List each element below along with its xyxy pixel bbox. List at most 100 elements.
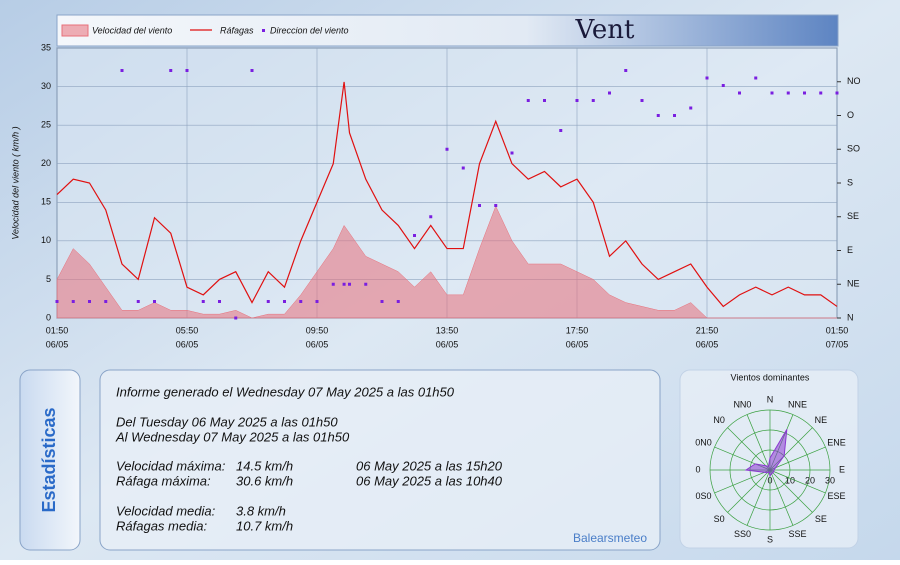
direction-point: [413, 234, 416, 237]
direction-point: [656, 114, 660, 117]
y-tick-label: 35: [41, 42, 51, 52]
y-tick-label: 15: [41, 197, 51, 207]
y-tick-label: 5: [46, 274, 51, 284]
stats-cell: Velocidad media:: [116, 503, 216, 518]
rose-category: NNE: [788, 400, 807, 410]
stats-cell: Velocidad máxima:: [116, 458, 226, 473]
direction-point: [250, 69, 254, 72]
legend-swatch: [262, 29, 265, 32]
y-tick-label: 10: [41, 235, 51, 245]
y-tick-label: 25: [41, 120, 51, 130]
direction-point: [673, 114, 676, 117]
direction-point: [55, 300, 59, 303]
direction-point: [445, 147, 449, 151]
direction-point: [342, 282, 346, 286]
x-tick-label: 01:50: [46, 325, 69, 335]
rose-category: N0: [713, 415, 725, 425]
direction-point: [705, 76, 709, 80]
direction-point: [429, 215, 433, 219]
legend-label: Velocidad del viento: [92, 25, 172, 35]
rose-category: S0: [714, 514, 725, 524]
stats-cell: Ráfagas media:: [116, 518, 207, 533]
direction-point: [721, 84, 725, 87]
stats-cell: 14.5 km/h: [236, 458, 293, 473]
rose-category: NE: [815, 415, 828, 425]
logo: Vent: [575, 15, 636, 45]
direction-point: [559, 129, 563, 132]
y-tick-label: 0: [46, 312, 51, 322]
rose-spoke: [769, 446, 826, 471]
y2-tick-label: N: [847, 312, 854, 322]
rose-spoke: [746, 414, 771, 471]
legend-label: Direccion del viento: [270, 25, 349, 35]
direction-point: [478, 204, 481, 207]
direction-point: [299, 300, 303, 303]
direction-point: [738, 91, 741, 95]
direction-point: [71, 300, 75, 303]
stats-from: Del Tuesday 06 May 2025 a las 01h50: [116, 414, 338, 429]
x-tick-label: 05:50: [176, 325, 199, 335]
rose-category: 0S0: [695, 491, 711, 501]
direction-point: [185, 69, 189, 72]
direction-point: [120, 69, 124, 72]
stats-generated: Informe generado el Wednesday 07 May 202…: [116, 384, 455, 399]
x-tick-label: 06/05: [46, 339, 69, 349]
y2-tick-label: S: [847, 177, 853, 187]
x-tick-label: 13:50: [436, 325, 459, 335]
direction-point: [786, 91, 790, 95]
rose-category: SS0: [734, 529, 751, 539]
x-tick-label: 09:50: [306, 325, 329, 335]
direction-point: [104, 300, 108, 303]
direction-point: [396, 300, 400, 303]
direction-point: [591, 99, 595, 102]
direction-point: [803, 91, 806, 95]
rose-area: [744, 429, 788, 478]
rose-category: NN0: [733, 400, 751, 410]
rose-category: 0: [695, 464, 700, 474]
rose-r-label: 30: [825, 475, 835, 485]
rose-category: 0N0: [695, 438, 712, 448]
rose-spoke: [769, 469, 826, 494]
direction-point: [608, 91, 611, 95]
direction-point: [461, 166, 465, 170]
y2-tick-label: NO: [847, 76, 861, 86]
direction-point: [331, 282, 335, 286]
legend-bar: [56, 14, 839, 47]
direction-point: [153, 300, 156, 303]
y2-tick-label: SE: [847, 211, 859, 221]
y2-tick-label: NE: [847, 279, 860, 289]
direction-point: [218, 300, 221, 303]
rose-r-label: 10: [785, 475, 795, 485]
direction-point: [543, 99, 546, 102]
legend-swatch: [61, 24, 89, 37]
direction-point: [526, 99, 530, 102]
rose-category: SSE: [789, 529, 807, 539]
stats-cell: 06 May 2025 a las 10h40: [356, 473, 503, 488]
direction-point: [283, 300, 286, 303]
x-tick-label: 06/05: [436, 339, 459, 349]
y2-tick-label: O: [847, 110, 854, 120]
stats-cell: 30.6 km/h: [236, 473, 293, 488]
direction-point: [510, 151, 514, 155]
y-axis-label: Velocidad del viento ( km/h ): [10, 126, 20, 239]
direction-point: [754, 76, 758, 80]
rose-category: SE: [815, 514, 827, 524]
rose-spoke: [727, 469, 771, 513]
x-tick-label: 21:50: [696, 325, 719, 335]
sidebar-box: [19, 369, 81, 551]
direction-point: [380, 300, 384, 303]
stats-cell: 3.8 km/h: [236, 503, 286, 518]
stats-cell: 10.7 km/h: [236, 518, 293, 533]
y2-tick-label: E: [847, 245, 853, 255]
gust-line: [56, 81, 838, 308]
rose-category: ESE: [828, 491, 846, 501]
direction-point: [136, 300, 140, 303]
x-tick-label: 06/05: [306, 339, 329, 349]
speed-area: [56, 205, 837, 319]
legend-label: Ráfagas: [220, 25, 254, 35]
direction-point: [88, 300, 91, 303]
rose-spoke: [714, 469, 771, 494]
y2-tick-label: SO: [847, 144, 860, 154]
direction-point: [169, 69, 173, 72]
direction-point: [624, 69, 628, 72]
